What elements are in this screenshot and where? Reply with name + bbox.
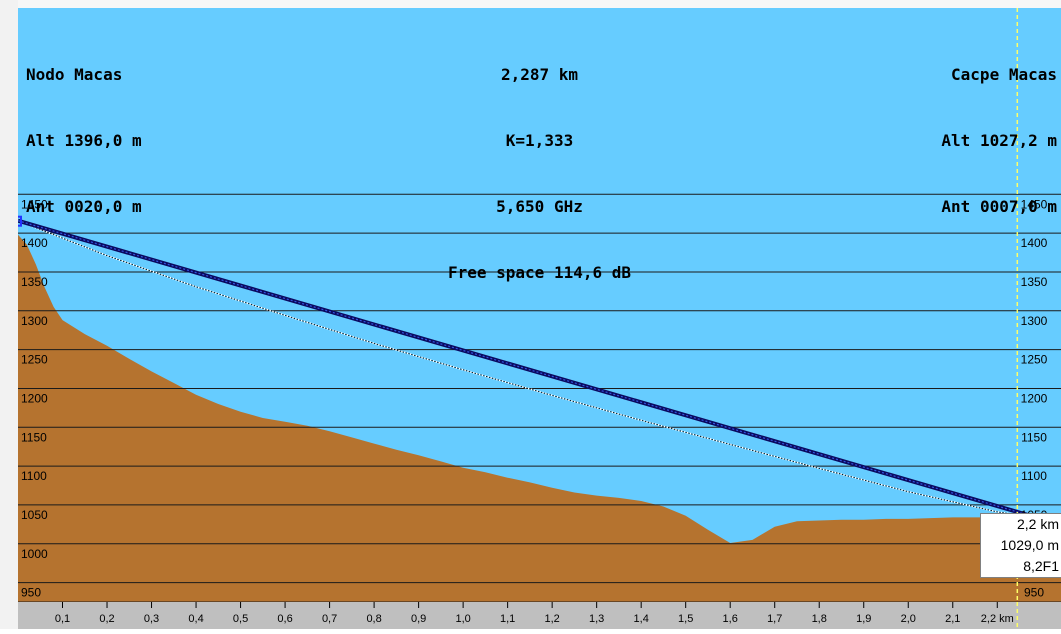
y-tick-right-1100: 1100 <box>1021 469 1047 483</box>
terrain-area <box>18 234 1061 602</box>
link-k-factor: K=1,333 <box>505 131 574 150</box>
x-tick-label-0.3: 0,3 <box>144 613 159 625</box>
site-b-altitude: Alt 1027,2 m <box>941 131 1057 150</box>
y-tick-right-1450: 1450 <box>1021 197 1048 211</box>
line-of-sight-highlight <box>18 220 1037 518</box>
y-tick-left-1300: 1300 <box>21 314 48 328</box>
y-tick-left-1000: 1000 <box>21 547 48 561</box>
y-tick-right-1200: 1200 <box>1021 391 1048 405</box>
top-strip <box>18 0 1061 8</box>
x-tick-label-0.7: 0,7 <box>322 613 337 625</box>
x-tick-label-1.5: 1,5 <box>678 613 693 625</box>
x-tick-label-2.1: 2,1 <box>945 613 960 625</box>
link-distance: 2,287 km <box>500 65 579 84</box>
site-b-name: Cacpe Macas <box>951 65 1057 84</box>
x-tick-label-1.9: 1,9 <box>856 613 871 625</box>
x-tick-label-1.2: 1,2 <box>545 613 560 625</box>
y-tick-left-1050: 1050 <box>21 508 48 522</box>
y-tick-left-1100: 1100 <box>21 469 47 483</box>
site-a-info: Nodo Macas Alt 1396,0 m Ant 0020,0 m <box>26 20 142 262</box>
cursor-fresnel: 8,2F1 <box>1023 558 1059 574</box>
y-tick-left-1250: 1250 <box>21 353 48 367</box>
x-tick-label-1.8: 1,8 <box>812 613 827 625</box>
site-b-info: Cacpe Macas Alt 1027,2 m Ant 0007,0 m <box>941 20 1057 262</box>
link-frequency: 5,650 GHz <box>496 197 583 216</box>
x-tick-label-1.4: 1,4 <box>634 613 649 625</box>
radio-profile-plot[interactable]: 9509501000100010501050110011001150115012… <box>18 8 1061 629</box>
x-tick-label-1.3: 1,3 <box>589 613 604 625</box>
left-panel-edge <box>0 0 18 629</box>
site-a-antenna: Ant 0020,0 m <box>26 197 142 216</box>
x-tick-label-0.5: 0,5 <box>233 613 248 625</box>
link-free-space-loss: Free space 114,6 dB <box>447 263 632 282</box>
site-a-altitude: Alt 1396,0 m <box>26 131 142 150</box>
y-tick-left-1350: 1350 <box>21 275 48 289</box>
y-tick-left-1450: 1450 <box>21 197 48 211</box>
x-tick-label-0.6: 0,6 <box>277 613 292 625</box>
x-tick-label-2: 2,0 <box>901 613 916 625</box>
y-tick-left-950: 950 <box>21 586 41 600</box>
cursor-distance: 2,2 km <box>1016 516 1059 532</box>
y-tick-left-1150: 1150 <box>21 430 47 444</box>
cursor-readout: 2,2 km 1029,0 m 8,2F1 <box>980 513 1061 578</box>
site-b-antenna: Ant 0007,0 m <box>941 197 1057 216</box>
x-tick-label-0.2: 0,2 <box>99 613 114 625</box>
y-tick-left-1200: 1200 <box>21 391 48 405</box>
x-tick-label-1.1: 1,1 <box>500 613 515 625</box>
y-tick-left-1400: 1400 <box>21 236 48 250</box>
x-tick-label-1.7: 1,7 <box>767 613 782 625</box>
cursor-altitude: 1029,0 m <box>1000 537 1059 553</box>
site-a-name: Nodo Macas <box>26 65 123 84</box>
fresnel-zone-line <box>18 219 1037 519</box>
y-tick-right-1300: 1300 <box>1021 314 1048 328</box>
y-tick-right-1400: 1400 <box>1021 236 1048 250</box>
x-tick-label-0.1: 0,1 <box>55 613 70 625</box>
y-tick-right-1350: 1350 <box>1021 275 1048 289</box>
y-tick-right-1150: 1150 <box>1021 430 1047 444</box>
profile-chart[interactable]: 9509501000100010501050110011001150115012… <box>18 8 1061 629</box>
y-tick-right-1250: 1250 <box>1021 353 1048 367</box>
link-info: 2,287 km K=1,333 5,650 GHz Free space 11… <box>18 20 1061 328</box>
x-tick-label-0.4: 0,4 <box>188 613 203 625</box>
x-tick-label-0.9: 0,9 <box>411 613 426 625</box>
x-tick-label-1.6: 1,6 <box>723 613 738 625</box>
x-tick-label-0.8: 0,8 <box>366 613 381 625</box>
x-tick-label-2.2: 2,2 km <box>981 613 1014 625</box>
x-tick-label-1: 1,0 <box>455 613 470 625</box>
y-tick-right-950: 950 <box>1024 586 1044 600</box>
x-axis-band: 0,1 0,2 0,3 0,4 0,5 0,6 0,7 0,8 0,9 1,0 1,1 1,2 1,3 1… <box>18 602 1061 629</box>
site-a-marker <box>18 215 22 227</box>
